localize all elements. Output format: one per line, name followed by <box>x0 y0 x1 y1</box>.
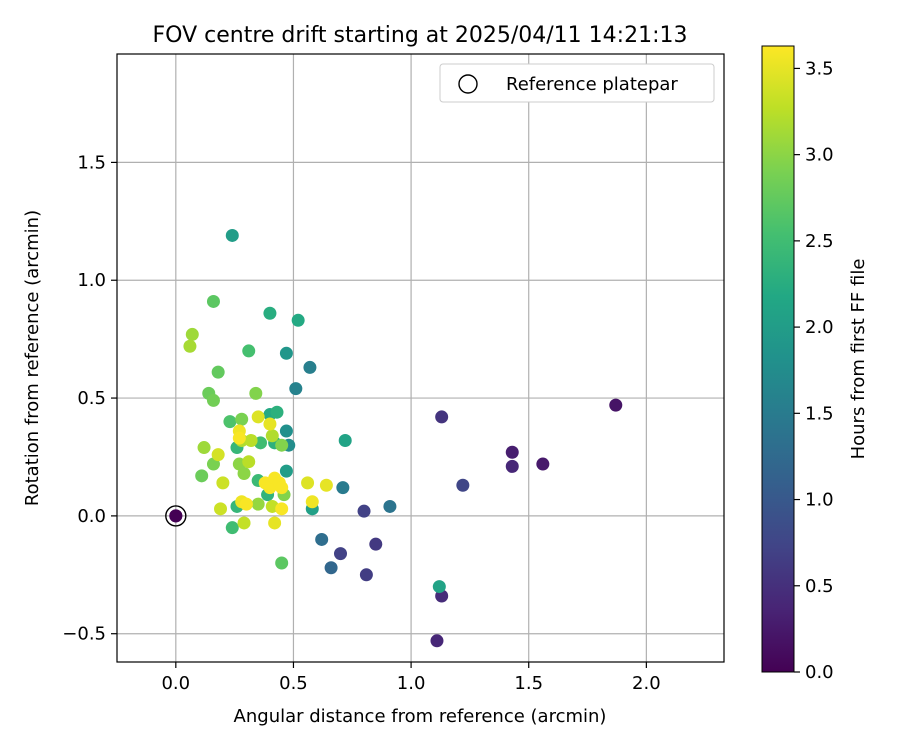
data-point <box>432 580 446 594</box>
data-point <box>456 478 470 492</box>
data-point <box>505 459 519 473</box>
data-point <box>242 455 256 469</box>
colorbar: 0.0 0.5 1.0 1.5 2.0 2.5 3.0 3.5 Hours from firs… <box>761 45 869 683</box>
data-point <box>279 464 293 478</box>
data-point <box>263 417 277 431</box>
x-tick-label: 0.5 <box>279 673 308 694</box>
data-point <box>609 398 623 412</box>
data-point <box>505 445 519 459</box>
data-point <box>305 495 319 509</box>
reference-point <box>169 509 183 523</box>
x-tick-label: 0.0 <box>161 673 190 694</box>
colorbar-tick-label: 0.0 <box>805 662 834 683</box>
data-point <box>225 228 239 242</box>
y-tick-label: 0.0 <box>77 506 106 527</box>
x-axis-ticks: 0.0 0.5 1.0 1.5 2.0 <box>161 662 661 694</box>
data-point <box>324 561 338 575</box>
data-point <box>369 537 383 551</box>
x-tick-label: 2.0 <box>632 673 661 694</box>
y-tick-label: −0.5 <box>62 624 106 645</box>
data-point <box>338 433 352 447</box>
data-point <box>275 481 289 495</box>
data-point <box>242 344 256 358</box>
colorbar-tick-label: 1.5 <box>805 403 834 424</box>
data-point <box>336 481 350 495</box>
legend-entry-reference: Reference platepar <box>506 74 678 95</box>
colorbar-tick-label: 3.0 <box>805 145 834 166</box>
data-point <box>197 441 211 455</box>
data-point <box>239 497 253 511</box>
data-point <box>206 393 220 407</box>
chart-title: FOV centre drift starting at 2025/04/11 … <box>153 23 688 48</box>
data-point <box>270 405 284 419</box>
data-point <box>195 469 209 483</box>
data-point <box>359 568 373 582</box>
colorbar-label: Hours from first FF file <box>848 259 869 460</box>
data-point <box>303 360 317 374</box>
data-point <box>265 429 279 443</box>
data-point <box>232 431 246 445</box>
x-tick-label: 1.5 <box>514 673 543 694</box>
legend-marker-reference <box>458 74 478 94</box>
data-point <box>279 424 293 438</box>
y-tick-label: 1.0 <box>77 270 106 291</box>
data-point <box>275 556 289 570</box>
data-point <box>237 466 251 480</box>
data-point <box>430 634 444 648</box>
colorbar-ticks: 0.0 0.5 1.0 1.5 2.0 2.5 3.0 3.5 <box>794 58 834 683</box>
data-point <box>237 516 251 530</box>
data-point <box>275 438 289 452</box>
plot-area: 0.0 0.5 1.0 1.5 2.0 −0.5 0.0 0.5 1.0 1.5 <box>62 53 725 694</box>
data-point <box>279 346 293 360</box>
data-point <box>435 410 449 424</box>
data-point <box>223 415 237 429</box>
data-point <box>536 457 550 471</box>
data-point <box>334 547 348 561</box>
data-point <box>289 382 303 396</box>
plot-background <box>117 54 724 662</box>
reference-point-marker <box>165 505 187 527</box>
data-point <box>383 499 397 513</box>
colorbar-gradient <box>761 45 795 673</box>
data-points <box>165 228 623 648</box>
data-point <box>183 339 197 353</box>
data-point <box>211 448 225 462</box>
data-point <box>251 410 265 424</box>
data-point <box>357 504 371 518</box>
data-point <box>211 365 225 379</box>
y-tick-label: 1.5 <box>77 152 106 173</box>
data-point <box>315 532 329 546</box>
plot-frame <box>116 53 725 663</box>
grid-lines <box>117 54 724 662</box>
legend: Reference platepar <box>439 63 715 103</box>
data-point <box>291 313 305 327</box>
data-point <box>244 433 258 447</box>
data-point <box>225 521 239 535</box>
data-point <box>263 306 277 320</box>
data-point <box>206 294 220 308</box>
colorbar-tick-label: 3.5 <box>805 58 834 79</box>
colorbar-tick-label: 2.5 <box>805 231 834 252</box>
data-point <box>301 476 315 490</box>
x-tick-label: 1.0 <box>397 673 426 694</box>
y-axis-ticks: −0.5 0.0 0.5 1.0 1.5 <box>62 152 117 645</box>
data-point <box>249 386 263 400</box>
data-point <box>216 476 230 490</box>
y-tick-label: 0.5 <box>77 388 106 409</box>
data-point <box>185 327 199 341</box>
data-point <box>214 502 228 516</box>
data-point <box>251 497 265 511</box>
colorbar-tick-label: 0.5 <box>805 576 834 597</box>
legend-box <box>439 63 715 103</box>
colorbar-tick-label: 2.0 <box>805 317 834 338</box>
data-point <box>268 516 282 530</box>
colorbar-tick-label: 1.0 <box>805 490 834 511</box>
data-point <box>319 478 333 492</box>
data-point <box>235 412 249 426</box>
data-point <box>275 502 289 516</box>
y-axis-label: Rotation from reference (arcmin) <box>22 210 43 506</box>
x-axis-label: Angular distance from reference (arcmin) <box>234 706 607 727</box>
